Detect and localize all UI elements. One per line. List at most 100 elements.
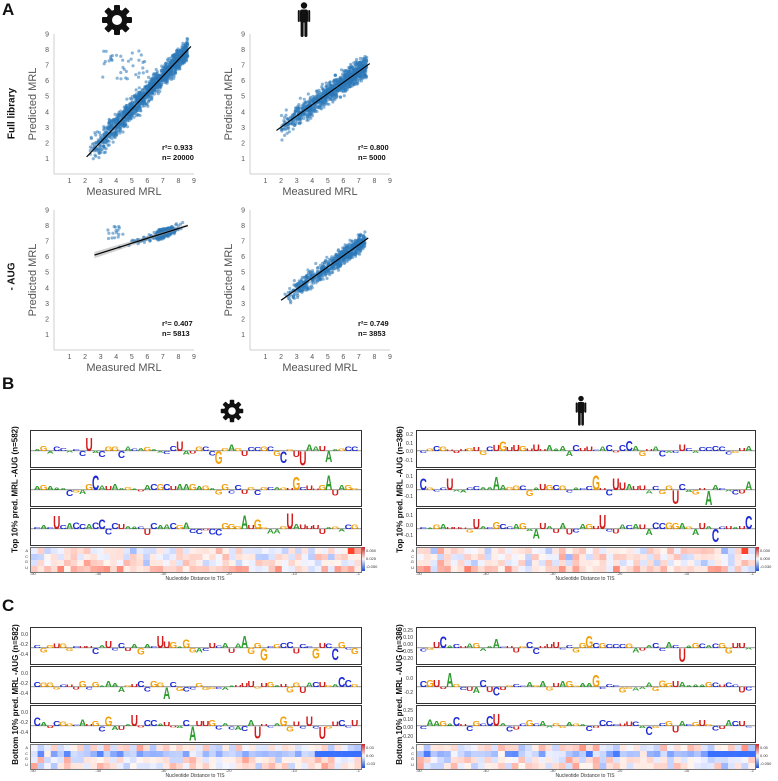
logo-letter: G xyxy=(40,646,48,654)
logo-letter: C xyxy=(325,642,332,650)
heatmap-cell xyxy=(196,560,203,567)
logo-letter: U xyxy=(312,488,319,491)
logo-letter: A xyxy=(692,450,700,454)
logo-letter: C xyxy=(712,527,719,545)
data-point xyxy=(181,60,185,64)
logo-letter: C xyxy=(672,450,680,454)
data-point xyxy=(302,275,306,279)
logo-letter: G xyxy=(331,526,339,530)
logo-letter: A xyxy=(546,725,554,728)
logo-letter: U xyxy=(546,643,553,649)
heatmap-cell xyxy=(255,745,263,752)
logo-letter: G xyxy=(426,448,434,452)
logo-svg: CG C G UUU G UGC U G U U G U U U A A AAC U U C A C U C C AG U AC A C U… xyxy=(417,438,755,458)
heatmap-cell xyxy=(308,745,315,752)
logo-letter: G xyxy=(169,641,177,650)
heatmap-cell xyxy=(222,560,230,567)
tick-label: 0.00 xyxy=(403,725,413,731)
logo-letter: C xyxy=(345,679,353,690)
logo-letter: U xyxy=(209,641,216,649)
heatmap-cell xyxy=(90,560,98,567)
heatmap-cell xyxy=(640,566,648,573)
logo-letter: G xyxy=(195,682,203,688)
logo-letter: A xyxy=(176,483,184,492)
logo-letter: G xyxy=(176,686,184,692)
heatmap-cell xyxy=(50,745,58,752)
plot-frame xyxy=(249,34,390,175)
logo-letter: A xyxy=(473,686,481,695)
data-point xyxy=(295,109,299,113)
logo-letter: G xyxy=(473,719,481,728)
logo-ticks: 0.2 0.1 0.0 -0.1 xyxy=(395,431,413,465)
heatmap-cell xyxy=(64,763,71,770)
heatmap-cell xyxy=(457,757,465,764)
logo-letter: C xyxy=(433,444,441,453)
logo-letter: U xyxy=(247,524,255,530)
logo-letter: C xyxy=(745,686,752,692)
logo-letter: C xyxy=(672,644,680,649)
heatmap-cell xyxy=(727,560,735,567)
heatmap-cell xyxy=(673,548,681,555)
logo-letter: U xyxy=(473,516,480,532)
heatmap-cell xyxy=(116,548,124,555)
logo-letter: G xyxy=(439,719,447,727)
logo-letter: C xyxy=(572,444,580,453)
logo-letter: A xyxy=(679,719,687,727)
logo-letter: C xyxy=(533,647,541,656)
heatmap-xtick: -1 xyxy=(750,571,754,576)
logo-letter: A xyxy=(325,526,333,530)
heatmap-cell xyxy=(64,560,71,567)
logo-letter: A xyxy=(559,521,567,530)
data-point xyxy=(101,133,105,137)
data-point xyxy=(150,91,155,95)
heatmap-cell xyxy=(268,745,276,752)
logo-letter: C xyxy=(267,645,275,648)
data-point xyxy=(293,123,297,127)
logo-letter: C xyxy=(592,641,599,649)
data-point xyxy=(134,107,138,111)
logo-letter: C xyxy=(566,644,574,649)
heatmap-cell xyxy=(491,751,499,758)
heatmap-cell xyxy=(606,763,614,770)
heatmap-cell xyxy=(450,566,458,573)
logo-letter: G xyxy=(189,646,197,653)
heatmap-cell xyxy=(295,745,302,752)
y-axis-label: Predicted MRL xyxy=(27,244,39,317)
data-point xyxy=(339,77,343,81)
heatmap-cell xyxy=(734,548,742,555)
heatmap xyxy=(416,744,756,770)
logo-letter: C xyxy=(552,483,560,491)
data-point xyxy=(149,83,153,87)
tick-label: 0.0 xyxy=(406,676,413,682)
data-point xyxy=(359,232,363,236)
heatmap-cell xyxy=(498,745,506,752)
logo-letter: U xyxy=(738,525,746,530)
heatmap-cell xyxy=(660,560,668,567)
data-point xyxy=(174,223,178,227)
logo-letter: A xyxy=(247,719,255,728)
heatmap-cell xyxy=(606,560,614,567)
data-point xyxy=(318,278,323,282)
data-point xyxy=(97,156,101,160)
data-point xyxy=(117,232,121,236)
logo-letter: G xyxy=(137,647,145,658)
logo-letter: C xyxy=(592,449,600,452)
heatmap-cell xyxy=(437,751,445,758)
logo-letter: G xyxy=(732,450,740,453)
heatmap-cell xyxy=(525,751,533,758)
logo-letter: C xyxy=(659,722,667,727)
heatmap-cell xyxy=(347,751,355,758)
heatmap-cell xyxy=(538,554,546,561)
heatmap-cell xyxy=(321,757,329,764)
logo-letter: A xyxy=(293,522,301,531)
logo-letter: U xyxy=(699,719,707,728)
logo-letter: A xyxy=(579,682,587,688)
logo-letter: U xyxy=(612,450,619,453)
heatmap-cell xyxy=(579,548,587,555)
heatmap-cell xyxy=(714,566,722,573)
heatmap-cell xyxy=(552,751,560,758)
data-point xyxy=(341,246,345,250)
logo-letter: G xyxy=(59,642,67,649)
